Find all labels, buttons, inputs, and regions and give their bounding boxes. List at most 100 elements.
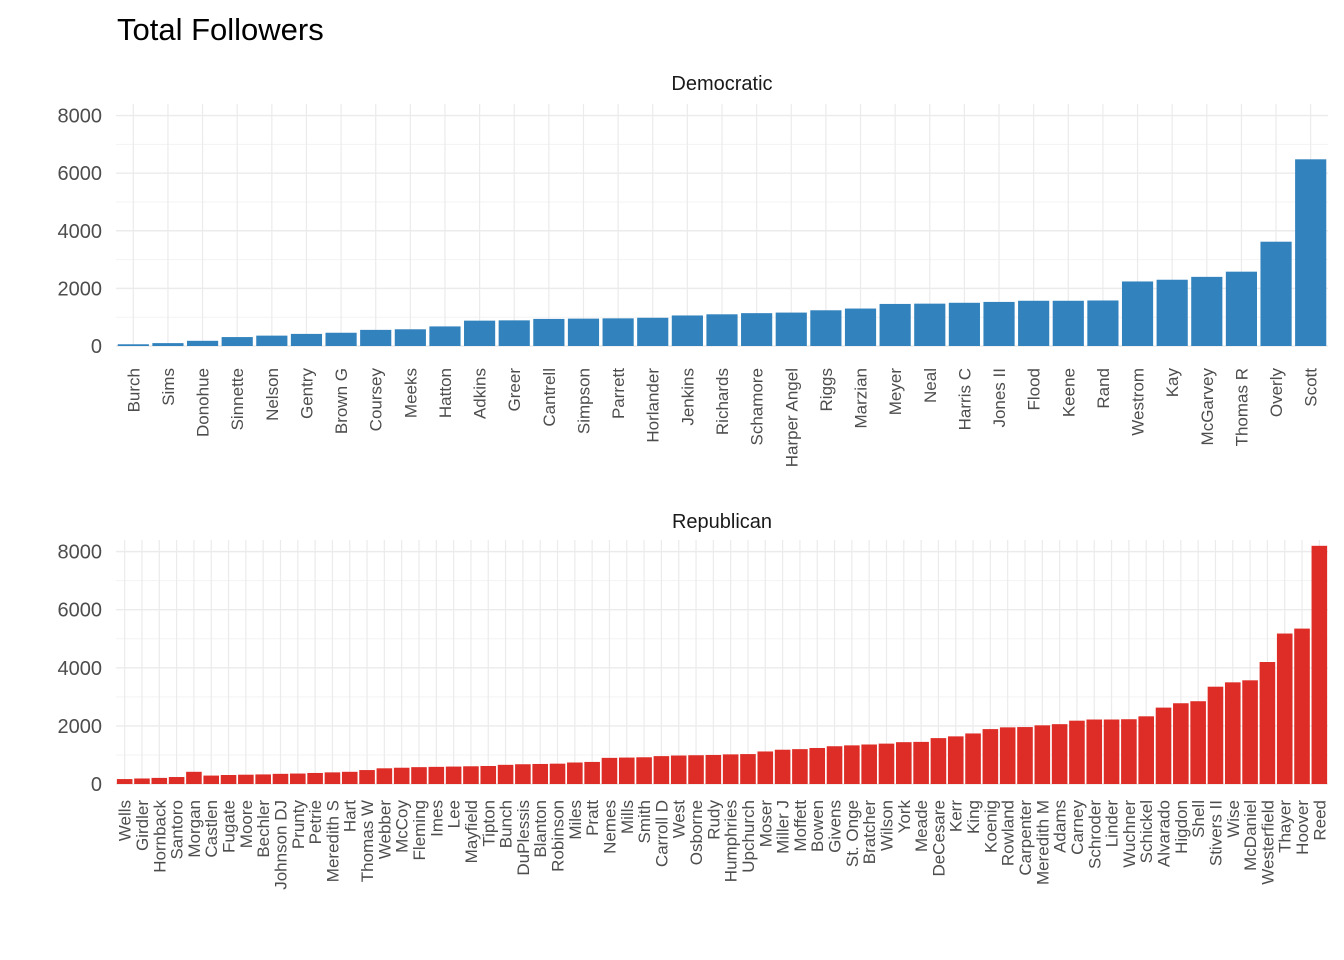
bar	[1052, 300, 1084, 346]
x-tick-label: Meredith S	[323, 800, 342, 882]
x-tick-label: Mills	[618, 800, 637, 834]
bar	[1034, 725, 1051, 784]
y-tick-label: 2000	[58, 278, 103, 300]
bar	[515, 764, 531, 784]
x-tick-label: McDaniel	[1241, 800, 1260, 871]
bar	[221, 337, 253, 346]
x-tick-label: Westrom	[1129, 368, 1148, 436]
bar	[740, 754, 756, 784]
x-tick-label: Osborne	[687, 800, 706, 865]
x-tick-label: Sinnette	[228, 368, 247, 430]
x-tick-label: York	[895, 800, 914, 834]
x-tick-label: Thomas R	[1232, 368, 1251, 446]
x-tick-label: Hoover	[1293, 800, 1312, 855]
bar	[1294, 628, 1310, 784]
x-tick-label: King	[964, 800, 983, 834]
chart-title: Total Followers	[117, 12, 324, 47]
x-tick-label: Kay	[1163, 368, 1182, 398]
bar	[359, 770, 375, 784]
bar	[826, 746, 843, 784]
bar	[567, 762, 583, 784]
bar	[982, 729, 999, 784]
bar	[1138, 716, 1154, 784]
x-tick-label: Marzian	[852, 368, 871, 428]
y-tick-label: 4000	[58, 658, 103, 680]
x-tick-label: Hatton	[436, 368, 455, 418]
bar	[428, 766, 445, 784]
x-tick-label: Petrie	[306, 800, 325, 844]
bar	[290, 773, 306, 784]
x-tick-label: Lee	[445, 800, 464, 828]
bar	[809, 747, 826, 784]
x-tick-label: Harper Angel	[782, 368, 801, 467]
bar	[1190, 701, 1206, 784]
bar	[393, 767, 410, 784]
bar	[775, 312, 807, 346]
bar	[1087, 300, 1119, 346]
x-tick-label: Thayer	[1276, 800, 1295, 853]
facet-label-republican: Republican	[672, 511, 772, 533]
x-tick-label: Johnson DJ	[271, 800, 290, 890]
bar	[1121, 281, 1154, 346]
bar	[1259, 662, 1276, 784]
x-axis-ticks: Burch Sims Donohue Sinnette Nelson Gentry Brow…	[124, 368, 1320, 468]
x-tick-label: Shell	[1189, 800, 1208, 838]
x-tick-label: Neal	[921, 368, 940, 403]
bar	[1311, 545, 1328, 784]
x-tick-label: Burch	[124, 368, 143, 412]
facet-label-democratic: Democratic	[671, 73, 772, 95]
bar	[464, 320, 496, 346]
y-tick-label: 8000	[58, 542, 103, 564]
bar	[653, 756, 670, 784]
x-tick-label: Moffett	[791, 800, 810, 852]
bar	[914, 303, 946, 346]
bar	[238, 774, 254, 784]
bar	[1121, 719, 1137, 784]
bar	[792, 749, 808, 784]
bar	[152, 343, 184, 346]
x-tick-label: Sims	[159, 368, 178, 406]
x-tick-label: Moser	[756, 800, 775, 848]
x-tick-label: Givens	[826, 800, 845, 853]
x-tick-label: Jones II	[990, 368, 1009, 428]
bars-republican	[116, 545, 1328, 784]
x-tick-label: Rowland	[999, 800, 1018, 866]
x-tick-label: Hornback	[150, 800, 169, 873]
x-tick-label: Keene	[1059, 368, 1078, 417]
bar	[618, 757, 635, 784]
bar	[533, 318, 565, 346]
bar	[203, 775, 220, 784]
bar	[947, 736, 964, 784]
bar	[256, 335, 288, 346]
x-tick-label: Bowen	[808, 800, 827, 852]
x-tick-label: Girdler	[133, 800, 152, 851]
x-tick-label: Upchurch	[739, 800, 758, 873]
bar	[116, 779, 133, 784]
x-tick-label: Wells	[116, 800, 135, 841]
y-tick-label: 0	[91, 336, 102, 358]
x-tick-label: Adkins	[471, 368, 490, 419]
x-tick-label: Schickel	[1137, 800, 1156, 863]
bar	[307, 772, 323, 784]
x-tick-label: Smith	[635, 800, 654, 843]
x-tick-label: Overly	[1267, 368, 1286, 418]
bar	[688, 755, 704, 784]
x-tick-label: Fugate	[220, 800, 239, 853]
bar	[1086, 719, 1103, 784]
x-tick-label: Wise	[1224, 800, 1243, 838]
bar	[757, 751, 774, 784]
x-tick-label: Meyer	[886, 368, 905, 416]
x-tick-label: Gentry	[297, 368, 316, 420]
y-tick-label: 8000	[58, 106, 103, 128]
x-tick-label: Nemes	[600, 800, 619, 854]
x-tick-label: Carroll D	[652, 800, 671, 867]
bar	[1069, 720, 1085, 784]
bar	[1276, 633, 1293, 784]
bar	[1017, 727, 1033, 784]
x-tick-label: Harris C	[955, 368, 974, 430]
x-tick-label: Santoro	[168, 800, 187, 860]
bar	[844, 308, 877, 346]
x-tick-label: Koenig	[981, 800, 1000, 853]
x-tick-label: Wuchner	[1120, 800, 1139, 868]
